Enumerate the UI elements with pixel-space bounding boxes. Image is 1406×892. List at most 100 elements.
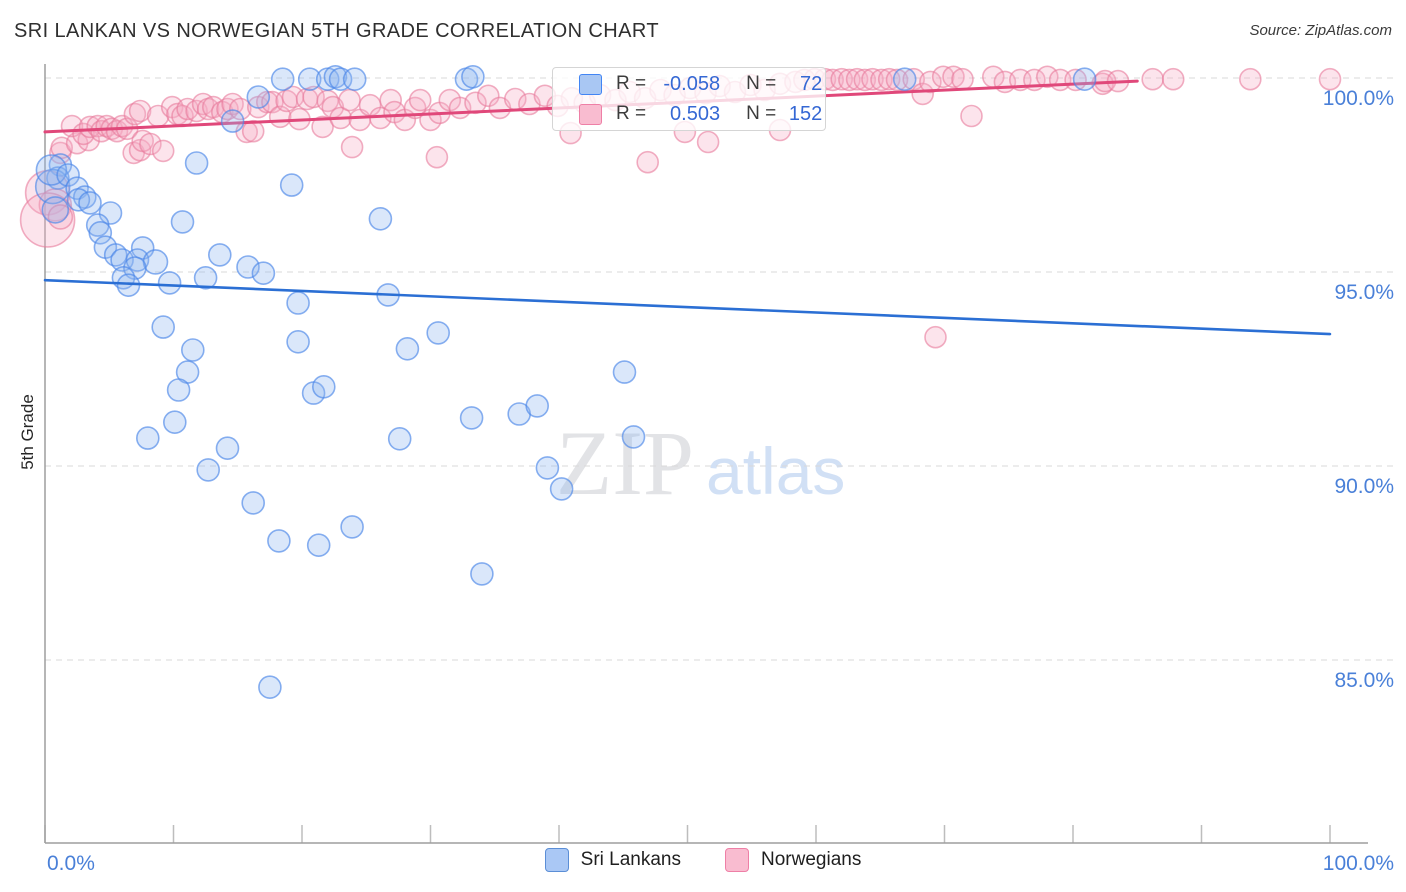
norwegian-point[interactable] [151,139,175,163]
sri-lankan-point[interactable] [151,315,175,339]
sri-lankan-point[interactable] [215,436,240,461]
x-axis-max-label: 100.0% [1323,852,1394,875]
sri-lankan-point[interactable] [193,265,218,290]
sri-lankan-point[interactable] [56,163,80,187]
sri-lankan-point[interactable] [368,207,393,231]
sri-lankan-point[interactable] [286,329,310,354]
norwegian-point[interactable] [838,68,861,92]
norwegian-point[interactable] [861,67,884,91]
sri-lankan-point[interactable] [181,338,205,362]
norwegian-point[interactable] [870,68,893,92]
legend-item-norwegians[interactable]: Norwegians [725,848,861,872]
sri-lankan-point[interactable] [236,255,260,279]
norwegian-point[interactable] [302,85,325,109]
sri-lankan-point[interactable] [142,249,169,275]
norwegians-swatch-icon [579,103,602,125]
x-axis-min-label: 0.0% [47,852,95,875]
sri-lankan-point[interactable] [35,154,68,186]
norwegian-point[interactable] [696,130,720,154]
norwegian-point[interactable] [636,150,660,174]
sri-lankan-point[interactable] [41,196,70,224]
sri-lankan-point[interactable] [525,394,550,418]
norwegian-point[interactable] [185,99,208,123]
norwegian-point[interactable] [853,68,877,92]
norwegian-point[interactable] [885,68,909,92]
norwegian-point[interactable] [340,135,364,159]
legend-item-sri-lankans[interactable]: Sri Lankans [544,848,681,872]
sri-lankan-point[interactable] [340,515,364,539]
norwegian-point[interactable] [408,88,432,112]
sri-lankan-point[interactable] [267,529,291,553]
sri-lankan-point[interactable] [170,210,195,234]
chart-title: SRI LANKAN VS NORWEGIAN 5TH GRADE CORREL… [14,20,659,42]
sri-lankan-point[interactable] [311,374,336,399]
norwegian-point[interactable] [911,82,935,106]
watermark-atlas: atlas [706,434,845,508]
norwegian-point[interactable] [476,84,500,108]
y-axis-tick-label: 95.0% [1334,281,1394,304]
sri-lankan-point[interactable] [208,243,232,267]
sri-lankan-point[interactable] [286,291,310,315]
norwegian-point[interactable] [830,67,854,91]
sri-lankan-point[interactable] [612,360,637,384]
sri-lankan-point[interactable] [136,426,160,450]
norwegian-point[interactable] [1141,67,1164,91]
sri-lankan-point[interactable] [395,336,420,361]
sri-lankan-point[interactable] [1072,67,1097,91]
sri-lankans-swatch-icon [544,848,569,872]
sri-lankan-point[interactable] [297,67,322,91]
sri-lankan-point[interactable] [246,85,271,109]
sri-lankan-point[interactable] [461,65,485,89]
sri-lankan-point[interactable] [535,456,560,480]
sri-lankan-point[interactable] [258,675,282,700]
norwegian-point[interactable] [1318,67,1342,91]
norwegian-point[interactable] [942,65,965,89]
sri-lankan-point[interactable] [426,321,451,345]
sri-lankan-point[interactable] [549,477,574,501]
sri-lankan-point[interactable] [306,533,331,558]
legend-label: Norwegians [761,849,862,870]
norwegian-point[interactable] [229,97,252,121]
norwegian-point[interactable] [311,115,334,139]
sri-lankan-point[interactable] [328,67,353,91]
norwegian-point[interactable] [951,67,974,91]
sri-lankan-point[interactable] [157,271,182,295]
sri-lankan-point[interactable] [78,191,102,215]
sri-lankan-point[interactable] [892,67,917,91]
r-label: R = [616,103,647,124]
sri-lankan-point[interactable] [184,151,209,175]
norwegian-point[interactable] [845,67,869,91]
norwegian-point[interactable] [338,88,361,112]
sri-lankan-point[interactable] [270,67,295,91]
sri-lankan-point[interactable] [251,261,276,286]
norwegian-point[interactable] [128,99,152,123]
sri-lankan-point[interactable] [220,109,245,133]
sri-lankan-point[interactable] [98,201,123,225]
n-value-norwegians: 152 [788,102,823,125]
norwegian-point[interactable] [919,70,942,94]
r-value-norwegians: 0.503 [670,102,721,125]
norwegian-point[interactable] [139,132,162,156]
norwegian-point[interactable] [78,115,102,139]
sri-lankan-point[interactable] [459,406,484,430]
norwegian-point[interactable] [924,325,947,349]
sri-lankan-point[interactable] [470,562,494,586]
norwegian-point[interactable] [241,119,265,143]
norwegian-point[interactable] [1239,67,1262,91]
norwegian-point[interactable] [1036,65,1059,89]
sri-lankan-point[interactable] [196,458,220,482]
sri-lankan-point[interactable] [621,425,646,449]
sri-lankan-point[interactable] [88,221,113,245]
legend-label: Sri Lankans [580,849,681,870]
y-axis-tick-label: 85.0% [1334,669,1394,692]
norwegian-point[interactable] [1161,67,1185,91]
sri-lankan-point[interactable] [241,491,265,515]
norwegian-point[interactable] [960,104,983,128]
norwegian-point[interactable] [425,145,449,169]
sri-lankan-point[interactable] [166,378,191,402]
sri-lankan-point[interactable] [279,173,304,197]
watermark-zip: ZIP [556,412,694,514]
sri-lankan-point[interactable] [163,410,187,435]
sri-lankan-point[interactable] [342,67,367,91]
sri-lankan-point[interactable] [387,426,412,451]
